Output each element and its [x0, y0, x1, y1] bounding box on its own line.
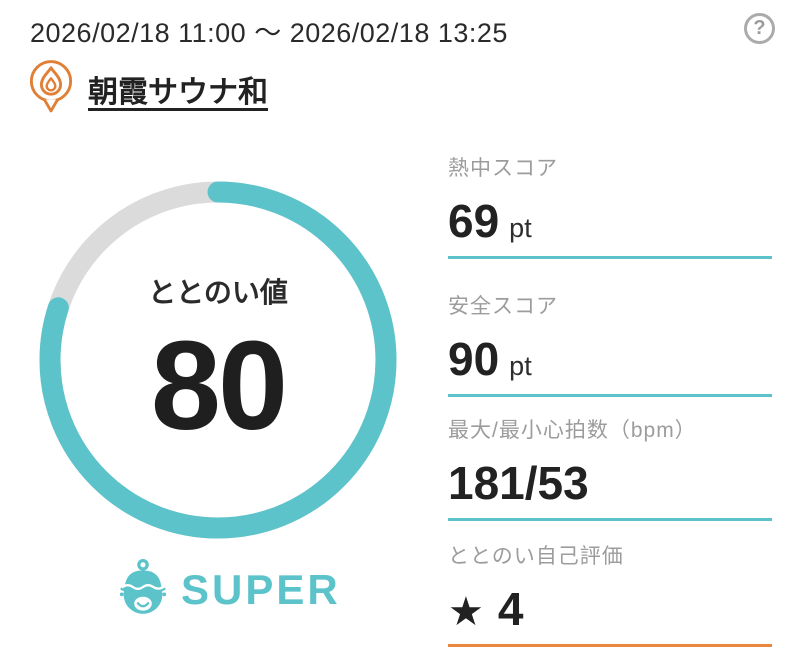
gauge-title: ととのい値 [148, 277, 288, 308]
stat-safety-score: 安全スコア 90 pt [448, 290, 772, 397]
rank-badge: SUPER [118, 556, 341, 623]
gauge-ring [39, 181, 397, 539]
flame-speech-bubble-icon [28, 58, 74, 119]
help-button[interactable]: ? [744, 13, 775, 44]
stat-value: 181/53 [448, 457, 589, 509]
stat-heat-score: 熱中スコア 69 pt [448, 152, 772, 259]
question-mark-icon: ? [753, 17, 766, 39]
gauge-value: 80 [150, 315, 288, 456]
stat-value: 69 [448, 195, 500, 247]
stat-unit: pt [509, 351, 532, 381]
stat-heart-rate: 最大/最小心拍数（bpm） 181/53 [448, 414, 772, 521]
stat-self-rating: ととのい自己評価 ★ 4 [448, 540, 772, 647]
stat-label: 最大/最小心拍数（bpm） [448, 419, 697, 442]
stat-label: 安全スコア [448, 295, 558, 318]
session-date-range: 2026/02/18 11:00 〜 2026/02/18 13:25 [30, 18, 508, 48]
totonoi-gauge: ととのい値 80 [28, 170, 408, 550]
stat-unit: pt [509, 213, 532, 243]
rank-badge-label: SUPER [181, 565, 341, 613]
venue-name-link[interactable]: 朝霞サウナ和 [88, 75, 268, 109]
star-icon: ★ [448, 590, 484, 634]
stat-value: 90 [448, 333, 500, 385]
sauna-hat-face-icon [118, 556, 168, 623]
gauge-progress [39, 181, 397, 539]
stat-value: 4 [497, 583, 524, 635]
venue-row[interactable]: 朝霞サウナ和 [28, 58, 268, 119]
stat-label: 熱中スコア [448, 157, 558, 180]
stat-label: ととのい自己評価 [448, 545, 624, 568]
